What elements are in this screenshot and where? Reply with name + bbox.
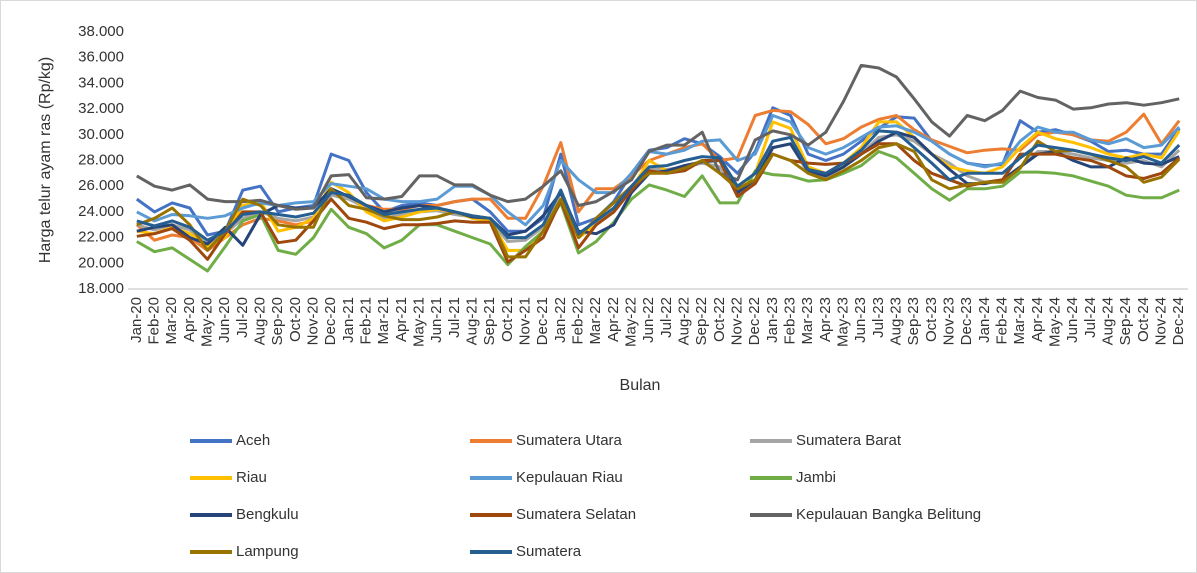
x-tick-label: Jan-23 <box>764 297 781 343</box>
x-tick-label: Jul-24 <box>1082 297 1099 338</box>
y-tick-label: 22.000 <box>78 229 124 246</box>
x-tick-label: Sep-23 <box>905 297 922 345</box>
x-tick-label: Jan-21 <box>340 297 357 343</box>
x-tick-label: Oct-22 <box>711 297 728 342</box>
x-tick-label: Apr-24 <box>1029 297 1046 342</box>
x-tick-label: Nov-20 <box>304 297 321 345</box>
x-tick-label: Sep-22 <box>693 297 710 345</box>
legend-label: Kepulauan Riau <box>516 469 623 486</box>
x-tick-label: Feb-24 <box>993 297 1010 345</box>
x-tick-label: Oct-24 <box>1135 297 1152 342</box>
y-tick-label: 18.000 <box>78 280 124 297</box>
series-line <box>136 129 1181 242</box>
x-tick-label: Jun-21 <box>428 297 445 343</box>
series-line <box>136 63 1180 211</box>
x-tick-label: Nov-21 <box>516 297 533 345</box>
x-tick-label: Oct-20 <box>287 297 304 342</box>
x-tick-label: Aug-20 <box>251 297 268 345</box>
x-tick-label: Sep-24 <box>1117 297 1134 345</box>
y-tick-label: 24.000 <box>78 203 124 220</box>
x-tick-label: Feb-22 <box>569 297 586 345</box>
x-tick-label: Jul-20 <box>234 297 251 338</box>
x-tick-label: Dec-22 <box>746 297 763 345</box>
x-tick-label: Mar-23 <box>799 297 816 345</box>
x-tick-label: Apr-23 <box>817 297 834 342</box>
x-tick-label: Mar-21 <box>375 297 392 345</box>
x-tick-label: Mar-24 <box>1011 297 1028 345</box>
x-tick-label: Nov-24 <box>1152 297 1169 345</box>
x-tick-label: Feb-21 <box>357 297 374 345</box>
x-tick-label: Mar-22 <box>587 297 604 345</box>
x-axis-title: Bulan <box>620 377 661 394</box>
x-tick-label: Jun-24 <box>1064 297 1081 343</box>
y-tick-label: 34.000 <box>78 74 124 91</box>
legend-label: Lampung <box>236 543 299 560</box>
legend-label: Sumatera Utara <box>516 432 623 449</box>
legend-label: Aceh <box>236 432 270 449</box>
x-tick-label: Jun-23 <box>852 297 869 343</box>
y-axis-title: Harga telur ayam ras (Rp/kg) <box>37 57 54 263</box>
x-tick-label: Dec-21 <box>534 297 551 345</box>
series-line <box>135 108 1181 252</box>
x-tick-label: Dec-23 <box>958 297 975 345</box>
x-tick-label: May-20 <box>198 297 215 347</box>
legend-label: Riau <box>236 469 267 486</box>
x-tick-label: Aug-24 <box>1099 297 1116 345</box>
x-tick-label: Jun-22 <box>640 297 657 343</box>
legend-label: Bengkulu <box>236 506 299 523</box>
x-tick-label: Jul-22 <box>658 297 675 338</box>
x-tick-label: Aug-21 <box>463 297 480 345</box>
x-tick-label: Feb-23 <box>781 297 798 345</box>
y-tick-label: 26.000 <box>78 177 124 194</box>
x-tick-label: Nov-23 <box>940 297 957 345</box>
x-tick-label: Jun-20 <box>216 297 233 343</box>
x-tick-label: Dec-20 <box>322 297 339 345</box>
x-tick-label: Dec-24 <box>1170 297 1187 345</box>
x-tick-label: Jan-20 <box>128 297 145 343</box>
x-tick-label: Sep-20 <box>269 297 286 345</box>
x-tick-label: Oct-23 <box>923 297 940 342</box>
x-tick-label: Feb-20 <box>145 297 162 345</box>
x-tick-label: May-22 <box>622 297 639 347</box>
x-tick-label: Sep-21 <box>481 297 498 345</box>
x-tick-label: Mar-20 <box>163 297 180 345</box>
series-line <box>136 114 1181 227</box>
series-line <box>136 150 1180 273</box>
x-tick-label: Oct-21 <box>499 297 516 342</box>
x-tick-label: May-21 <box>410 297 427 347</box>
x-tick-label: Jan-24 <box>976 297 993 343</box>
x-tick-label: Aug-23 <box>887 297 904 345</box>
series-line <box>136 139 1181 259</box>
x-tick-label: May-23 <box>834 297 851 347</box>
y-tick-label: 30.000 <box>78 126 124 143</box>
legend-label: Kepulauan Bangka Belitung <box>796 506 981 523</box>
x-tick-label: Apr-21 <box>393 297 410 342</box>
y-tick-label: 20.000 <box>78 254 124 271</box>
x-tick-label: Jul-23 <box>870 297 887 338</box>
legend-label: Sumatera <box>516 543 582 560</box>
x-tick-label: May-24 <box>1046 297 1063 347</box>
legend-label: Sumatera Selatan <box>516 506 636 523</box>
x-tick-label: Apr-22 <box>605 297 622 342</box>
legend-label: Sumatera Barat <box>796 432 902 449</box>
y-tick-label: 38.000 <box>78 23 124 40</box>
x-tick-label: Aug-22 <box>675 297 692 345</box>
x-tick-label: Jan-22 <box>552 297 569 343</box>
x-tick-label: Apr-20 <box>181 297 198 342</box>
x-tick-label: Jul-21 <box>446 297 463 338</box>
y-tick-label: 36.000 <box>78 49 124 66</box>
x-tick-label: Nov-22 <box>728 297 745 345</box>
y-tick-label: 32.000 <box>78 100 124 117</box>
legend-label: Jambi <box>796 469 836 486</box>
y-tick-label: 28.000 <box>78 151 124 168</box>
